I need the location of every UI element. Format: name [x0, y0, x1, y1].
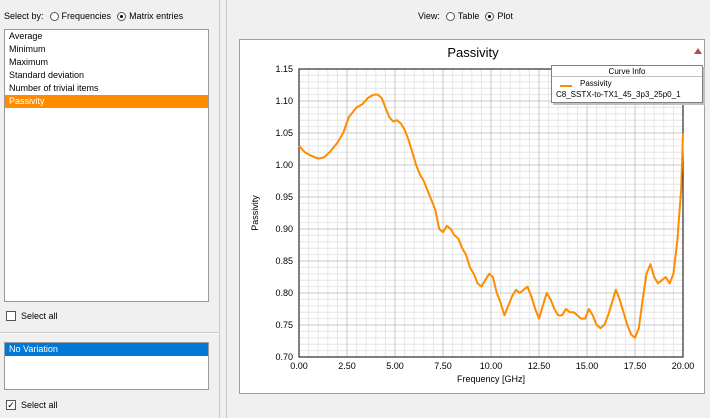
right-panel: View: Table Plot Passivity 0.70 0.75 0.80 0… — [227, 0, 710, 418]
plot-radio[interactable] — [485, 11, 495, 21]
table-radio[interactable] — [445, 11, 455, 21]
select-all-label-2[interactable]: Select all — [21, 400, 58, 410]
x-tick-label: 0.00 — [290, 361, 308, 371]
x-tick-label: 10.00 — [480, 361, 503, 371]
y-tick-labels: 0.70 0.75 0.80 0.85 0.90 0.95 1.00 1.05 1.10 1.15 — [275, 64, 293, 362]
list-item-maximum[interactable]: Maximum — [9, 57, 49, 67]
left-panel: Select by: Frequencies Matrix entries Av… — [0, 0, 219, 418]
y-tick-label: 0.90 — [275, 224, 293, 234]
plot-menu-triangle-icon[interactable] — [694, 48, 702, 54]
x-tick-label: 5.00 — [386, 361, 404, 371]
legend-title: Curve Info — [552, 66, 702, 77]
series-line-passivity — [298, 93, 684, 339]
legend-source: C8_SSTX-to-TX1_45_3p3_25p0_1 — [556, 90, 681, 99]
minor-gridlines — [299, 69, 683, 357]
select-all-row-2: ✓ Select all — [6, 400, 58, 410]
matrix-entries-label[interactable]: Matrix entries — [129, 11, 184, 21]
select-all-label-1[interactable]: Select all — [21, 311, 58, 321]
list-item-standard-deviation[interactable]: Standard deviation — [9, 70, 85, 80]
y-tick-label: 0.80 — [275, 288, 293, 298]
x-tick-label: 15.00 — [576, 361, 599, 371]
list-item-no-variation[interactable]: No Variation — [5, 343, 208, 356]
x-tick-label: 17.50 — [624, 361, 647, 371]
x-tick-label: 7.50 — [434, 361, 452, 371]
y-tick-label: 0.95 — [275, 192, 293, 202]
y-tick-label: 0.75 — [275, 320, 293, 330]
frequencies-radio[interactable] — [49, 11, 59, 21]
y-tick-label: 1.10 — [275, 96, 293, 106]
splitter-handle[interactable] — [219, 0, 227, 418]
select-by-label: Select by: — [4, 11, 44, 21]
legend-series-name: Passivity — [580, 79, 612, 88]
plot-label[interactable]: Plot — [497, 11, 513, 21]
y-tick-label: 0.70 — [275, 352, 293, 362]
x-tick-label: 12.50 — [528, 361, 551, 371]
variation-list[interactable]: No Variation — [4, 342, 209, 390]
y-tick-label: 1.05 — [275, 128, 293, 138]
table-label[interactable]: Table — [457, 11, 480, 21]
x-tick-label: 20.00 — [672, 361, 695, 371]
passivity-chart: 0.70 0.75 0.80 0.85 0.90 0.95 1.00 1.05 1.10 1.15… — [250, 64, 694, 384]
curve-info-legend[interactable]: Curve Info Passivity C8_SSTX-to-TX1_45_3… — [551, 65, 703, 103]
major-gridlines — [299, 69, 683, 357]
x-axis-label: Frequency [GHz] — [457, 374, 525, 384]
y-axis-label: Passivity — [250, 195, 260, 231]
x-tick-labels: 0.00 2.50 5.00 7.50 10.00 12.50 15.00 17.50 20.0… — [290, 361, 694, 371]
x-tick-label: 2.50 — [338, 361, 356, 371]
frequencies-label[interactable]: Frequencies — [61, 11, 112, 21]
view-row: View: Table Plot — [418, 11, 513, 21]
list-item-passivity[interactable]: Passivity — [5, 95, 208, 108]
select-all-checkbox-2[interactable]: ✓ — [6, 400, 16, 410]
plot-frame — [298, 68, 684, 358]
matrix-entries-radio[interactable] — [117, 11, 127, 21]
select-all-row-1: Select all — [6, 311, 58, 321]
statistics-list[interactable]: Average Minimum Maximum Standard deviati… — [4, 29, 209, 302]
panel-separator[interactable] — [0, 332, 219, 334]
list-item-average[interactable]: Average — [9, 31, 43, 41]
plot-area[interactable]: Passivity 0.70 0.75 0.80 0.85 0.90 0.95 1.00 1.… — [239, 39, 705, 394]
y-tick-label: 1.15 — [275, 64, 293, 74]
list-item-number-of-trivial-items[interactable]: Number of trivial items — [9, 83, 99, 93]
view-label: View: — [418, 11, 440, 21]
select-by-row: Select by: Frequencies Matrix entries — [4, 11, 183, 21]
chart-title: Passivity — [447, 45, 499, 60]
select-all-checkbox-1[interactable] — [6, 311, 16, 321]
y-tick-label: 1.00 — [275, 160, 293, 170]
legend-swatch — [560, 85, 572, 87]
y-tick-label: 0.85 — [275, 256, 293, 266]
list-item-minimum[interactable]: Minimum — [9, 44, 46, 54]
